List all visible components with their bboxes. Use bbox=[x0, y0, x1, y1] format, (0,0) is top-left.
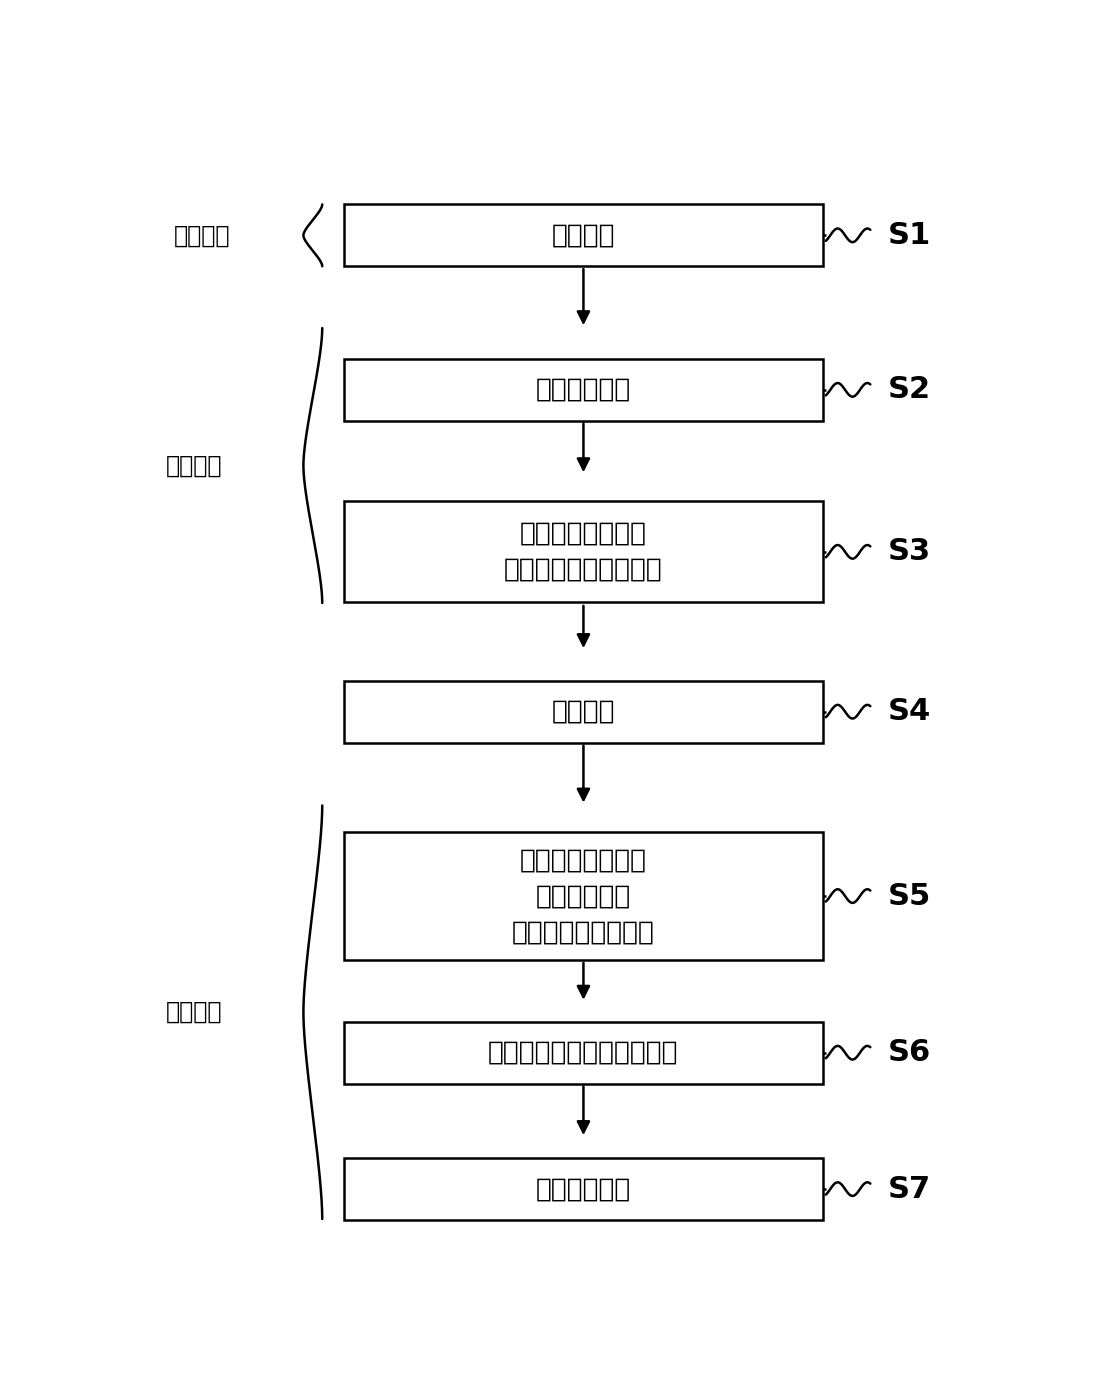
Text: S1: S1 bbox=[887, 221, 930, 251]
Text: 进行封装: 进行封装 bbox=[551, 699, 615, 725]
Text: S6: S6 bbox=[887, 1038, 930, 1067]
FancyBboxPatch shape bbox=[344, 832, 823, 960]
Text: 将芯片特有的信息
写在非易失性存储器中: 将芯片特有的信息 写在非易失性存储器中 bbox=[504, 520, 663, 583]
FancyBboxPatch shape bbox=[344, 1158, 823, 1221]
Text: S3: S3 bbox=[887, 537, 930, 566]
Text: 形成元件: 形成元件 bbox=[551, 223, 615, 248]
Text: 删除非易失性存储器的数据: 删除非易失性存储器的数据 bbox=[488, 1039, 678, 1066]
FancyBboxPatch shape bbox=[344, 681, 823, 743]
FancyBboxPatch shape bbox=[344, 501, 823, 602]
Text: S2: S2 bbox=[887, 375, 930, 404]
Text: S4: S4 bbox=[887, 698, 930, 727]
Text: S7: S7 bbox=[887, 1175, 930, 1204]
FancyBboxPatch shape bbox=[344, 358, 823, 421]
Text: 实施工作试验: 实施工作试验 bbox=[536, 1176, 631, 1203]
Text: S5: S5 bbox=[887, 882, 930, 911]
FancyBboxPatch shape bbox=[344, 1021, 823, 1084]
Text: 试验工序: 试验工序 bbox=[166, 1001, 222, 1024]
Text: 实施工作试验: 实施工作试验 bbox=[536, 376, 631, 403]
Text: 晶片工序: 晶片工序 bbox=[175, 223, 231, 248]
Text: 从非易失性存储器
向铁电存储器
传输芯片特有的信息: 从非易失性存储器 向铁电存储器 传输芯片特有的信息 bbox=[512, 847, 655, 945]
Text: 试验工序: 试验工序 bbox=[166, 454, 222, 477]
FancyBboxPatch shape bbox=[344, 205, 823, 266]
